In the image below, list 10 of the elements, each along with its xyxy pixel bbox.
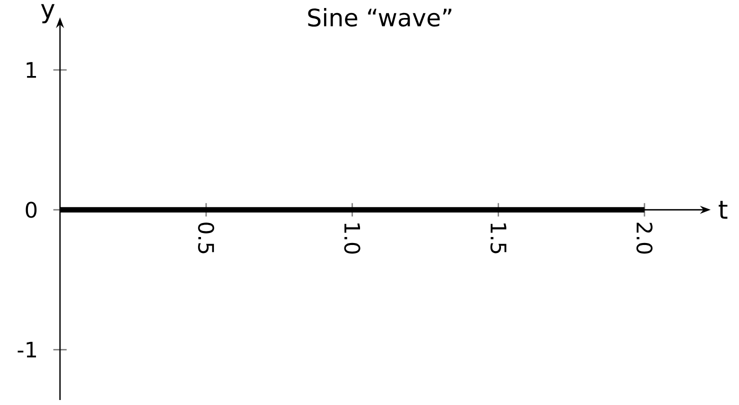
y-tick-label: -1 (18, 342, 36, 358)
x-axis-title: t (718, 200, 728, 219)
x-tick-label: 1.5 (490, 224, 506, 254)
x-tick-label: 2.0 (636, 222, 653, 254)
y-axis-title: y (41, 4, 55, 24)
x-tick-label: 0.5 (198, 222, 214, 254)
y-tick-label: 0 (26, 202, 37, 218)
chart-title: Sine “wave” (308, 8, 452, 27)
y-tick-label: 1 (26, 62, 36, 78)
x-tick-label: 1.0 (344, 224, 360, 254)
